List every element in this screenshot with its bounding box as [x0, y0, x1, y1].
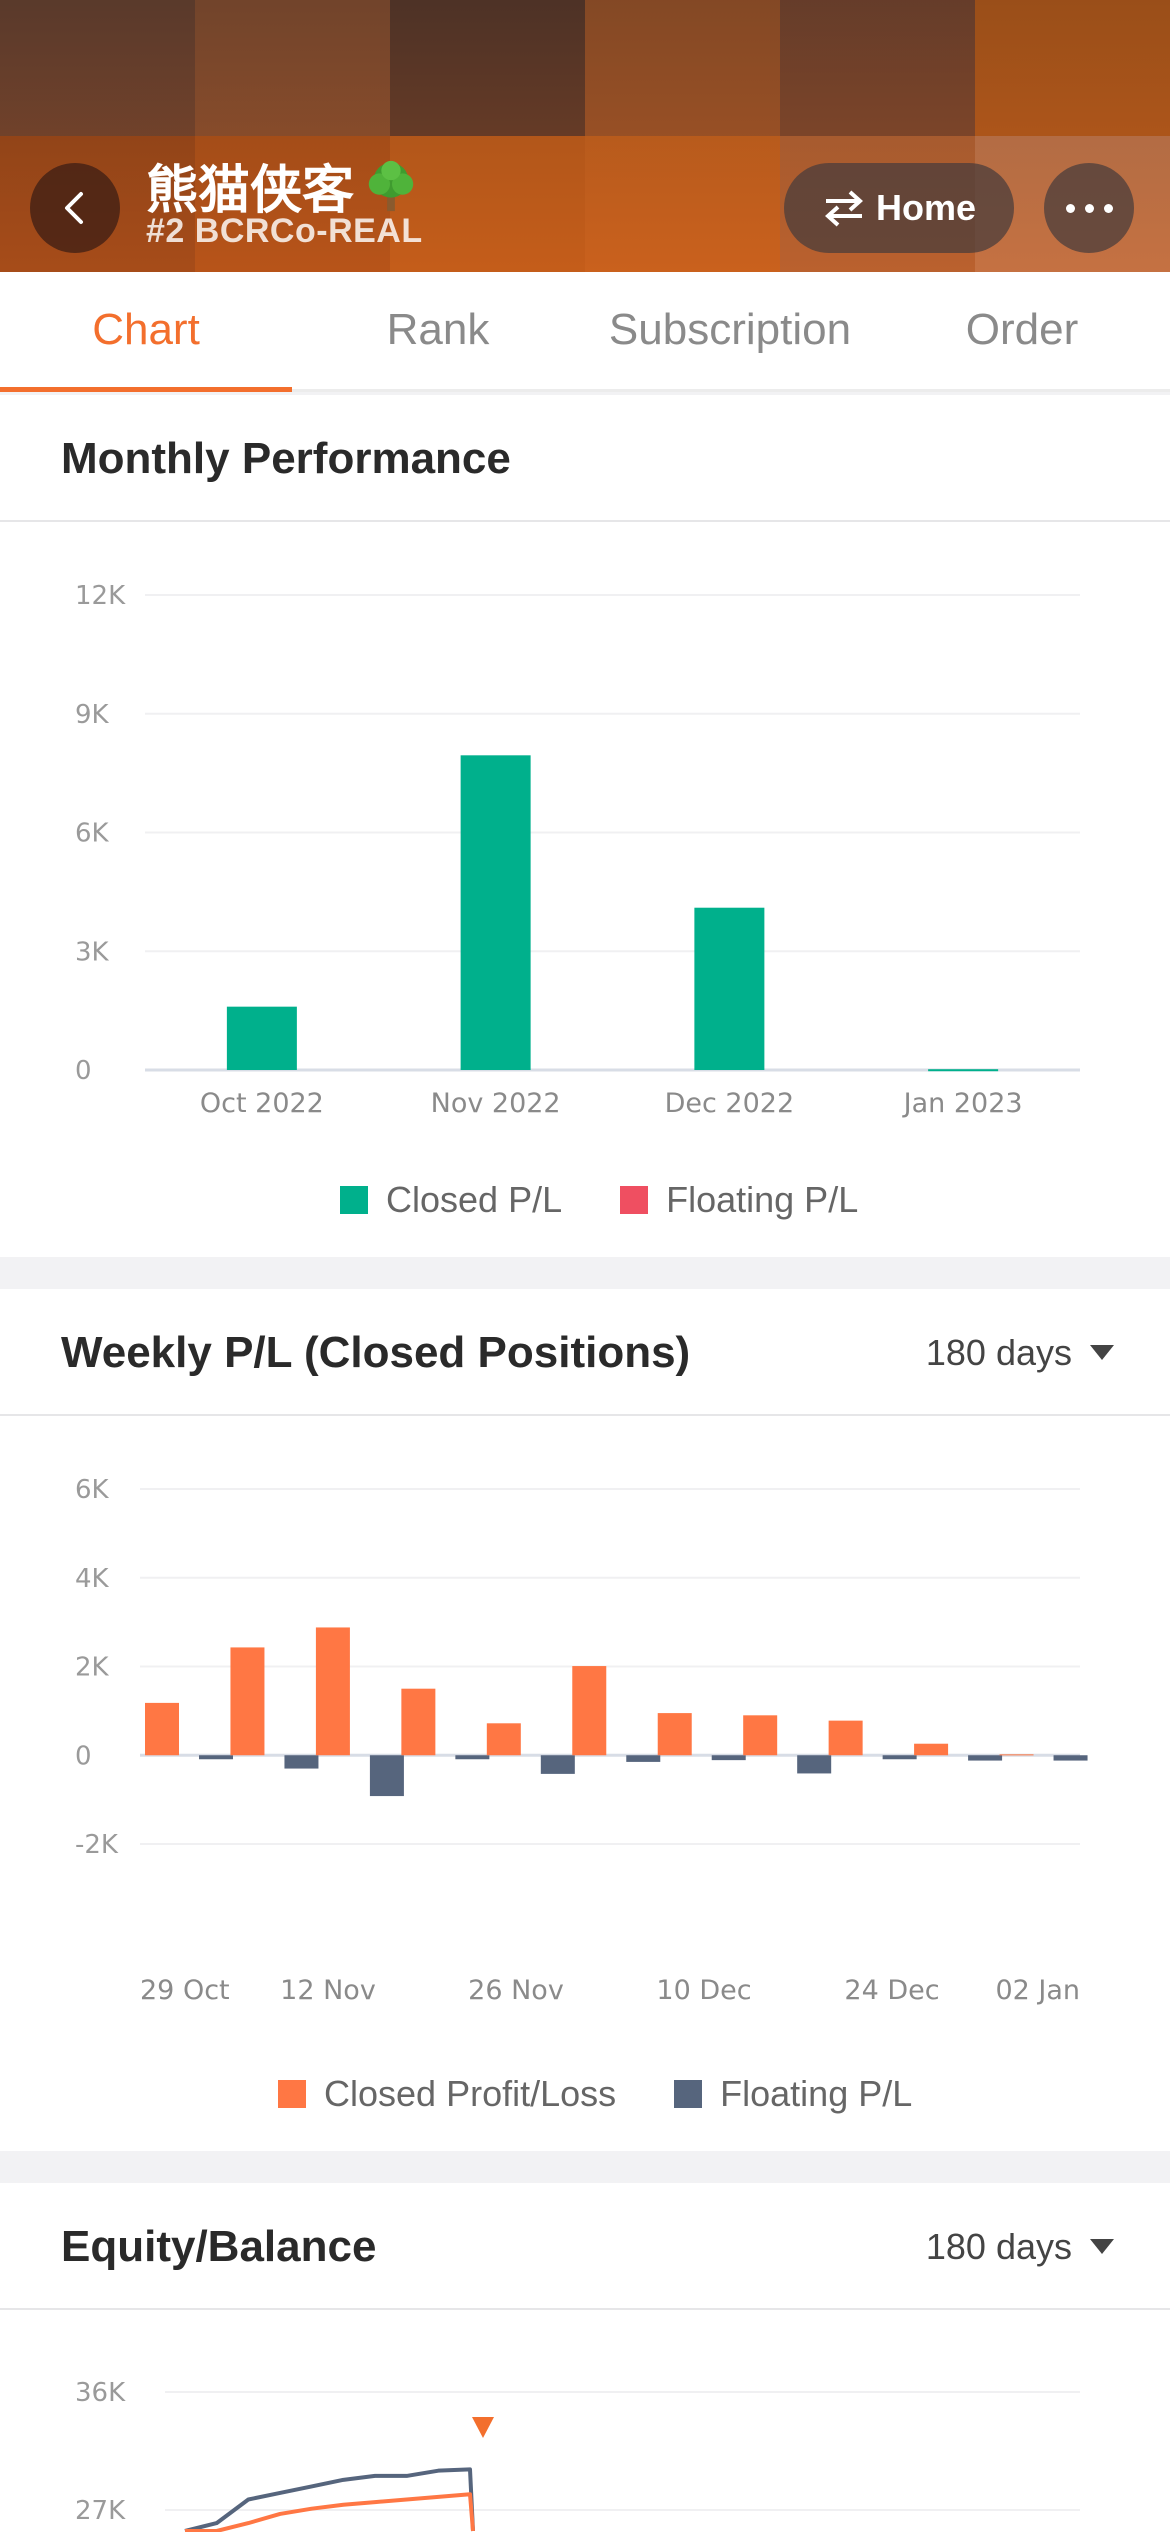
header-background-mosaic: [0, 0, 1170, 272]
tab-bar: Chart Rank Subscription Order: [0, 272, 1170, 392]
monthly-legend: Closed P/L Floating P/L: [340, 1179, 858, 1221]
x-tick-label: 10 Dec: [656, 1975, 751, 2006]
tab-order[interactable]: Order: [965, 305, 1079, 354]
legend-floating-pl[interactable]: Floating P/L: [620, 1179, 858, 1221]
tab-chart[interactable]: Chart: [0, 272, 292, 392]
weekly-legend: Closed Profit/Loss Floating P/L: [278, 2073, 912, 2115]
y-tick-label: -2K: [75, 1830, 119, 1860]
bar-closed-profit-loss: [828, 1720, 863, 1756]
section-title: Weekly P/L (Closed Positions): [61, 1328, 691, 1377]
x-tick-label: Jan 2023: [902, 1088, 1023, 1119]
home-button-label: Home: [875, 187, 977, 228]
y-tick-label: 2K: [75, 1653, 110, 1683]
bar-floating-pl: [1053, 1755, 1088, 1761]
bar-floating-pl: [797, 1755, 832, 1774]
equity-balance-card: Equity/Balance 180 days 36K 27K: [0, 2183, 1170, 2532]
bar-floating-pl: [968, 1755, 1003, 1761]
equity-line-chart: 36K 27K: [75, 2378, 1080, 2532]
bar-floating-pl: [540, 1755, 575, 1774]
account-subtitle: #2 BCRCo-REAL: [146, 212, 423, 250]
bar-closed-profit-loss: [999, 1754, 1034, 1756]
peak-marker-icon: [472, 2417, 494, 2438]
legend-floating-pl[interactable]: Floating P/L: [674, 2073, 912, 2115]
bar-floating-pl: [455, 1755, 490, 1760]
x-tick-label: 02 Jan: [995, 1975, 1080, 2006]
bar-closed-profit-loss: [743, 1715, 778, 1756]
y-tick-label: 36K: [75, 2378, 126, 2408]
weekly-range-dropdown[interactable]: 180 days: [926, 1289, 1114, 1416]
x-tick-label: 12 Nov: [280, 1975, 376, 2006]
legend-closed-profit-loss[interactable]: Closed Profit/Loss: [278, 2073, 616, 2115]
bar-floating-pl: [369, 1755, 404, 1797]
back-arrow-icon: [65, 192, 83, 224]
bar-floating-pl: [882, 1755, 917, 1760]
profile-header: 熊猫侠客 #2 BCRCo-REAL Home: [0, 0, 1170, 272]
bar-closed-pl: [460, 755, 531, 1070]
bar-closed-profit-loss: [401, 1688, 436, 1756]
bar-closed-profit-loss: [230, 1647, 265, 1756]
equity-range-dropdown[interactable]: 180 days: [926, 2183, 1114, 2310]
x-tick-label: 29 Oct: [140, 1975, 230, 2006]
section-title: Equity/Balance: [61, 2222, 377, 2271]
bar-floating-pl: [711, 1755, 746, 1761]
bar-closed-pl: [226, 1006, 297, 1070]
y-tick-label: 4K: [75, 1564, 110, 1594]
bar-floating-pl: [199, 1755, 233, 1760]
bar-closed-pl: [694, 907, 765, 1070]
page-title: 熊猫侠客: [146, 148, 420, 223]
y-tick-label: 6K: [75, 819, 110, 849]
bar-floating-pl: [626, 1755, 661, 1762]
x-tick-label: Oct 2022: [200, 1088, 324, 1119]
bar-floating-pl: [284, 1755, 319, 1769]
y-tick-label: 12K: [75, 581, 126, 611]
y-tick-label: 9K: [75, 700, 110, 730]
caret-down-icon: [1090, 1345, 1114, 1360]
y-tick-label: 0: [75, 1056, 92, 1086]
tree-emoji-icon: [368, 160, 414, 211]
back-button[interactable]: [30, 163, 120, 253]
y-tick-label: 0: [75, 1741, 92, 1771]
weekly-pl-card: Weekly P/L (Closed Positions) 180 days -…: [0, 1289, 1170, 2151]
x-tick-label: 26 Nov: [468, 1975, 564, 2006]
caret-down-icon: [1090, 2239, 1114, 2254]
more-dots-icon: [1061, 203, 1118, 213]
tab-subscription[interactable]: Subscription: [608, 305, 852, 354]
x-tick-label: 24 Dec: [844, 1975, 939, 2006]
balance-line: [185, 2492, 475, 2532]
equity-line: [184, 2467, 475, 2532]
bar-closed-pl: [928, 1069, 999, 1072]
swap-arrows-icon: [824, 190, 863, 227]
bar-closed-profit-loss: [914, 1743, 949, 1756]
bar-closed-profit-loss: [486, 1723, 521, 1756]
tab-rank[interactable]: Rank: [386, 305, 490, 354]
more-options-button[interactable]: [1044, 163, 1134, 253]
legend-closed-pl[interactable]: Closed P/L: [340, 1179, 562, 1221]
section-title: Monthly Performance: [61, 434, 511, 483]
x-tick-label: Dec 2022: [665, 1088, 795, 1119]
monthly-bar-chart: 0 3K 6K 9K 12K Oct 2022 Nov 2022 Dec 2022 Jan 20…: [75, 581, 1080, 1119]
home-button[interactable]: Home: [784, 163, 1014, 253]
monthly-performance-card: Monthly Performance 0 3K 6K 9K 12K Oct 2022 No…: [0, 395, 1170, 1257]
y-tick-label: 27K: [75, 2496, 126, 2526]
weekly-bar-chart: -2K 0 2K 4K 6K 29 Oct 12 Nov 26 Nov 10 Dec 24 Dec…: [75, 1475, 1088, 2006]
y-tick-label: 3K: [75, 937, 110, 967]
x-tick-label: Nov 2022: [431, 1088, 561, 1119]
bar-closed-profit-loss: [145, 1702, 179, 1756]
bar-closed-profit-loss: [315, 1627, 350, 1756]
y-tick-label: 6K: [75, 1475, 110, 1505]
bar-closed-profit-loss: [572, 1666, 607, 1756]
bar-closed-profit-loss: [657, 1713, 692, 1756]
